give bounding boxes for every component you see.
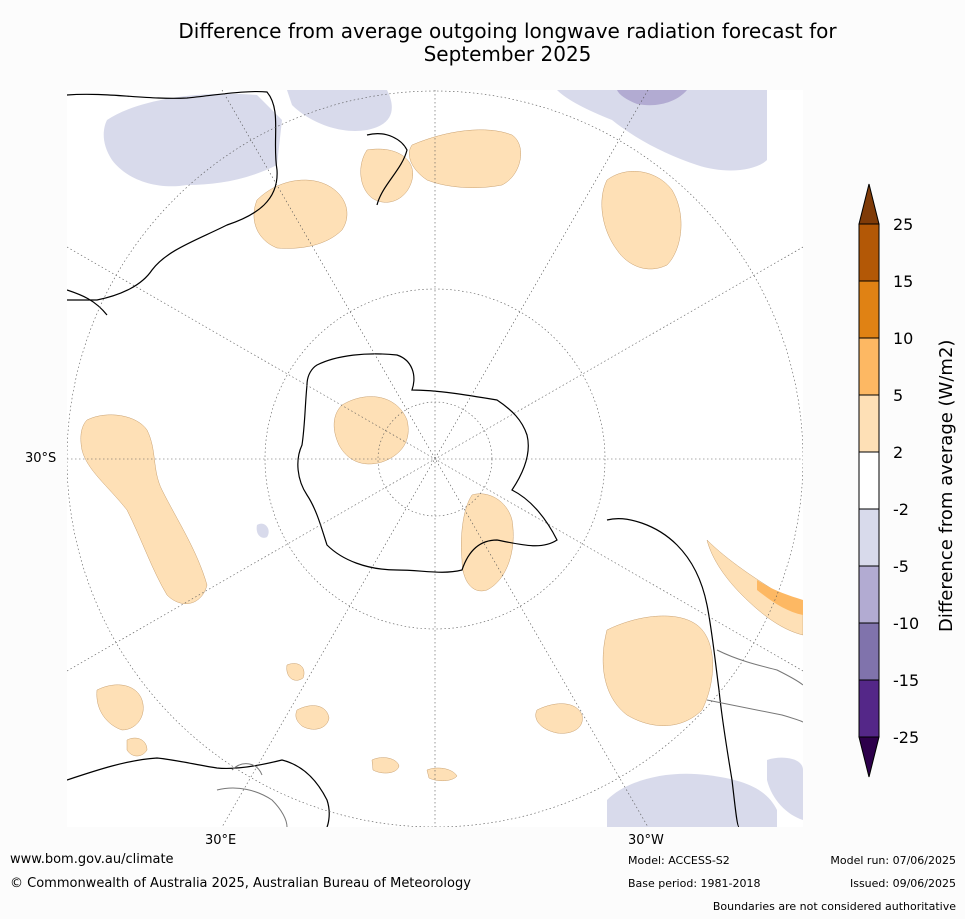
colorbar-segment: [858, 508, 880, 567]
title-line-2: September 2025: [423, 42, 592, 66]
lon-label-30w: 30°W: [628, 833, 664, 848]
footer-base-period: Base period: 1981-2018: [628, 877, 761, 890]
cb-tick-15: 15: [893, 272, 914, 291]
cb-tick-neg10: -10: [893, 614, 920, 633]
moderate-positive-area: [757, 580, 803, 615]
negative-anomaly-areas: [103, 90, 803, 827]
graticule: [67, 90, 803, 827]
colorbar-extend-bottom: [858, 736, 880, 778]
footer-model-run: Model run: 07/06/2025: [830, 854, 956, 867]
footer-disclaimer: Boundaries are not considered authoritat…: [712, 900, 956, 913]
cb-tick-neg15: -15: [893, 671, 920, 690]
colorbar-segment: [858, 394, 880, 453]
colorbar-title: Difference from average (W/m2): [936, 339, 957, 632]
positive-anomaly-areas: [80, 129, 803, 781]
colorbar-segment: [858, 679, 880, 738]
cb-tick-5: 5: [893, 386, 904, 405]
map-svg: [67, 90, 803, 827]
footer-website: www.bom.gov.au/climate: [10, 852, 174, 867]
cb-tick-2: 2: [893, 443, 904, 462]
footer-copyright: © Commonwealth of Australia 2025, Austra…: [10, 876, 471, 891]
footer-issued: Issued: 09/06/2025: [849, 877, 956, 890]
colorbar-segment: [858, 337, 880, 396]
coastlines: [67, 90, 740, 827]
lat-label-30s: 30°S: [25, 451, 57, 466]
cb-tick-10: 10: [893, 329, 914, 348]
country-borders: [216, 649, 803, 827]
cb-tick-neg5: -5: [893, 557, 909, 576]
lon-label-30e: 30°E: [205, 833, 237, 848]
title-line-1: Difference from average outgoing longwav…: [178, 19, 837, 43]
colorbar-segment: [858, 223, 880, 282]
cb-tick-neg2: -2: [893, 500, 909, 519]
moderate-negative-area: [617, 90, 687, 106]
cb-tick-neg25: -25: [893, 728, 920, 747]
cb-tick-25: 25: [893, 215, 914, 234]
colorbar-segment: [858, 622, 880, 681]
colorbar-segment: [858, 565, 880, 624]
map-title: Difference from average outgoing longwav…: [0, 20, 965, 66]
polar-map: [67, 90, 803, 827]
colorbar: [858, 183, 880, 778]
colorbar-segment: [858, 451, 880, 510]
colorbar-segment: [858, 280, 880, 339]
colorbar-extend-top: [858, 183, 880, 225]
footer-model: Model: ACCESS-S2: [628, 854, 730, 867]
